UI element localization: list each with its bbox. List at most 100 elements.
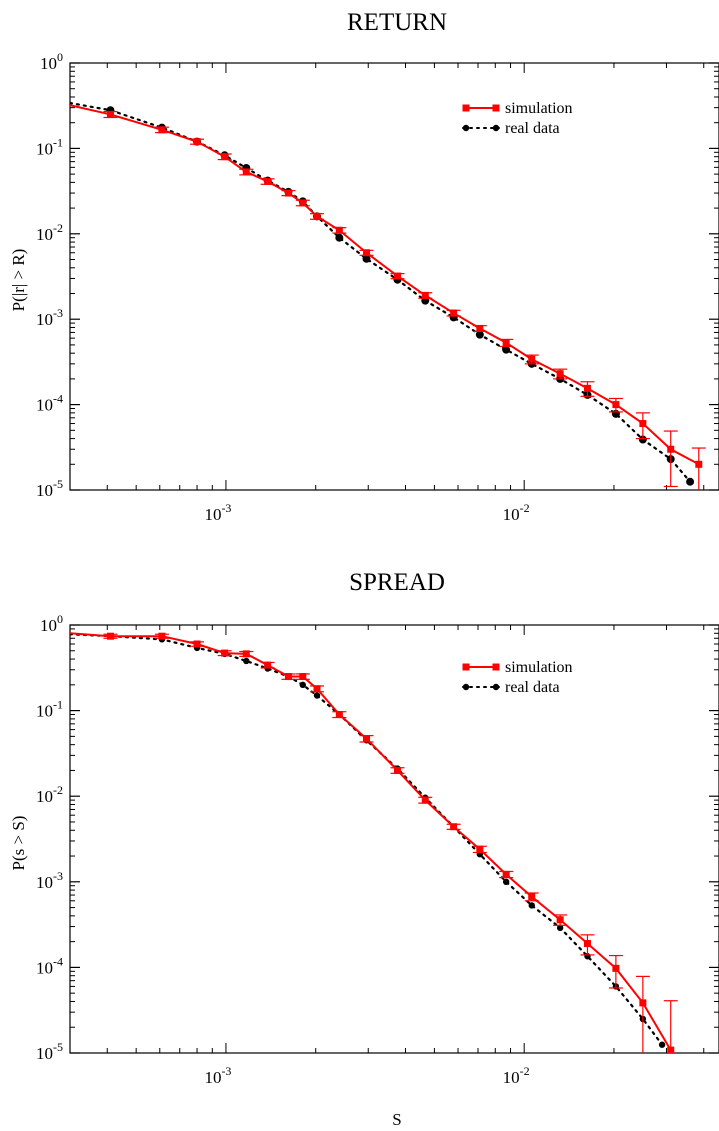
- real-data-point: [475, 330, 484, 339]
- legend-marker: [462, 124, 470, 132]
- simulation-point: [299, 199, 307, 207]
- legend-marker: [462, 104, 470, 112]
- simulation-point: [450, 309, 458, 317]
- simulation-point: [221, 649, 229, 657]
- real-data-point: [658, 1041, 666, 1048]
- real-data-line: [70, 633, 664, 1046]
- legend-marker: [462, 663, 470, 671]
- simulation-point: [242, 168, 250, 176]
- simulation-point: [421, 796, 429, 804]
- y-tick-label: 10-2: [36, 221, 63, 244]
- x-axis-label: S: [392, 1110, 401, 1129]
- simulation-point: [106, 632, 114, 640]
- simulation-point: [193, 640, 201, 648]
- simulation-point: [502, 339, 510, 347]
- simulation-point: [363, 735, 371, 743]
- simulation-point: [158, 126, 166, 134]
- legend-label: real data: [505, 120, 560, 137]
- simulation-line: [70, 632, 672, 1051]
- legend-marker: [492, 124, 500, 132]
- real-data-point: [362, 254, 371, 263]
- y-tick-label: 10-4: [36, 954, 63, 977]
- chart-title: SPREAD: [349, 569, 445, 596]
- real-data-point: [556, 924, 564, 932]
- simulation-point: [583, 940, 591, 948]
- y-axis-label: P(|r| > R): [9, 249, 28, 312]
- simulation-point: [528, 893, 536, 901]
- y-tick-label: 10-5: [36, 477, 63, 500]
- simulation-point: [335, 711, 343, 719]
- simulation-point: [393, 272, 401, 280]
- plot-frame: [69, 624, 719, 1054]
- simulation-point: [264, 661, 272, 669]
- spread-panel: SPREAD P(s > S) S 100 10-1 10-2 10-3 10-4 10-…: [9, 569, 719, 1129]
- x-tick-label: 10-3: [204, 501, 231, 524]
- real-data-point: [502, 345, 511, 354]
- y-tick-label: 10-4: [36, 392, 63, 415]
- real-data-point: [299, 681, 306, 689]
- simulation-point: [556, 370, 564, 378]
- simulation-point: [476, 324, 484, 332]
- y-tick-label: 100: [40, 50, 63, 73]
- legend-marker: [492, 663, 500, 671]
- real-data-point: [335, 233, 344, 242]
- simulation-point: [158, 632, 166, 640]
- real-data-point: [502, 878, 510, 885]
- y-tick-label: 10-1: [36, 135, 63, 158]
- legend-marker: [492, 104, 500, 112]
- simulation-point: [264, 177, 272, 185]
- plot-frame: [69, 62, 719, 491]
- simulation-point: [193, 138, 201, 146]
- x-tick-label: 10-2: [503, 501, 530, 524]
- legend-label: simulation: [505, 100, 573, 117]
- simulation-point: [502, 870, 510, 878]
- simulation-point: [450, 823, 458, 831]
- simulation-point: [221, 153, 229, 161]
- y-tick-label: 10-3: [36, 306, 63, 329]
- simulation-point: [363, 249, 371, 257]
- simulation-point: [695, 460, 703, 468]
- y-tick-label: 10-2: [36, 783, 63, 806]
- legend-marker: [492, 683, 500, 691]
- real-data-point: [638, 435, 647, 444]
- simulation-line: [70, 104, 700, 466]
- y-axis-label: P(s > S): [9, 816, 28, 871]
- simulation-point: [284, 673, 292, 681]
- simulation-point: [284, 189, 292, 197]
- legend: simulation real data: [462, 100, 573, 137]
- real-data-point: [686, 477, 695, 486]
- simulation-point: [583, 384, 591, 392]
- simulation-point: [639, 999, 647, 1007]
- y-tick-label: 10-3: [36, 869, 63, 892]
- x-tick-label: 10-3: [204, 1064, 231, 1087]
- simulation-point: [106, 110, 114, 118]
- y-tick-label: 100: [40, 612, 63, 635]
- simulation-point: [313, 685, 321, 693]
- legend: simulation real data: [462, 659, 573, 696]
- simulation-point: [393, 766, 401, 774]
- y-tick-label: 10-1: [36, 698, 63, 721]
- return-panel: RETURN P(|r| > R) 100 10-1 10-2 10-3 10-4 10-…: [9, 9, 719, 524]
- simulation-point: [299, 673, 307, 681]
- legend-label: real data: [505, 679, 560, 696]
- simulation-point: [639, 420, 647, 428]
- simulation-point: [313, 212, 321, 220]
- plot-area: [70, 632, 678, 1053]
- simulation-point: [528, 355, 536, 363]
- simulation-point: [667, 1046, 675, 1053]
- legend-label: simulation: [505, 659, 573, 676]
- simulation-point: [667, 445, 675, 453]
- simulation-point: [612, 964, 620, 972]
- simulation-point: [556, 916, 564, 924]
- simulation-point: [242, 650, 250, 658]
- simulation-point: [476, 845, 484, 853]
- y-tick-label: 10-5: [36, 1040, 63, 1063]
- x-tick-label: 10-2: [503, 1064, 530, 1087]
- plot-area: [70, 101, 706, 490]
- real-data-line: [70, 101, 692, 483]
- simulation-point: [612, 401, 620, 409]
- real-data-point: [313, 692, 321, 699]
- chart-title: RETURN: [347, 9, 447, 36]
- real-data-point: [243, 657, 250, 665]
